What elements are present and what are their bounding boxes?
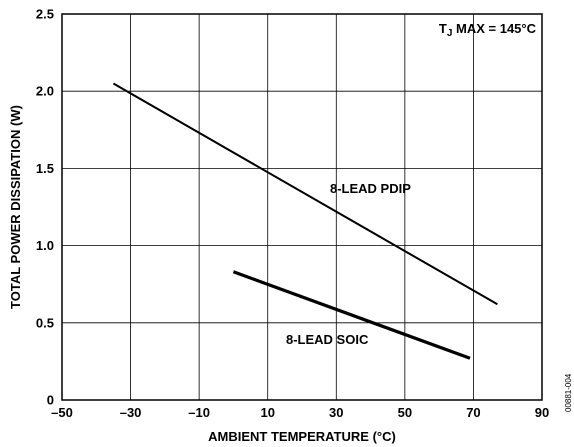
x-tick-label: –50: [51, 405, 73, 420]
x-tick-label: –30: [120, 405, 142, 420]
x-tick-label: 30: [329, 405, 343, 420]
series-label-pdip: 8-LEAD PDIP: [330, 181, 411, 196]
x-tick-label: 90: [535, 405, 549, 420]
x-tick-label: 50: [398, 405, 412, 420]
y-tick-label: 0.5: [36, 315, 54, 330]
y-tick-label: 2.0: [36, 84, 54, 99]
tj-max-annotation: TJ MAX = 145°C: [439, 21, 537, 39]
x-tick-label: 10: [260, 405, 274, 420]
y-tick-label: 0: [47, 393, 54, 408]
x-axis-label: AMBIENT TEMPERATURE (°C): [208, 429, 396, 444]
tj-subscript: J: [447, 28, 453, 39]
figure-id: 00881-004: [564, 373, 573, 412]
y-axis-label: TOTAL POWER DISSIPATION (W): [8, 105, 23, 309]
tj-prefix: T: [439, 21, 447, 36]
y-tick-label: 1.0: [36, 238, 54, 253]
series-line-1: [232, 270, 471, 360]
tj-suffix: MAX = 145°C: [452, 21, 536, 36]
x-tick-label: –10: [188, 405, 210, 420]
x-tick-label: 70: [466, 405, 480, 420]
y-tick-labels: 0 0.5 1.0 1.5 2.0 2.5: [36, 7, 54, 408]
grid: [62, 14, 542, 400]
y-tick-label: 1.5: [36, 161, 54, 176]
plot-frame: [61, 13, 543, 401]
series-lines: [112, 82, 498, 360]
series-line-0: [112, 82, 498, 306]
x-tick-labels: –50 –30 –10 10 30 50 70 90: [51, 405, 549, 420]
series-label-soic: 8-LEAD SOIC: [286, 332, 369, 347]
y-tick-label: 2.5: [36, 7, 54, 22]
